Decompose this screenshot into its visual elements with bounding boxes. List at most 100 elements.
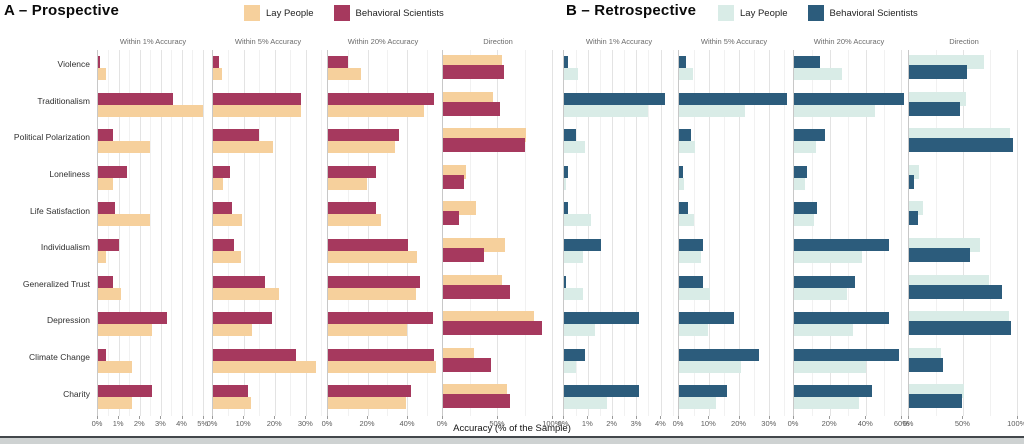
- bar-behavioral-scientists: [909, 101, 961, 116]
- x-tick-label: 0%: [557, 419, 569, 428]
- gridline: [160, 50, 162, 416]
- x-tick-label: 30%: [761, 419, 777, 428]
- legend-swatch-behavioral-scientists-b: [807, 5, 824, 21]
- category-label: Generalized Trust: [22, 278, 90, 289]
- gridline: [901, 50, 903, 416]
- facet-title: Within 5% Accuracy: [700, 37, 768, 46]
- x-tick-mark: [442, 416, 443, 419]
- x-tick-mark: [327, 416, 328, 419]
- category-band: [679, 270, 790, 307]
- x-tick-label: 20%: [731, 419, 747, 428]
- x-tick-mark: [587, 416, 589, 419]
- bar-behavioral-scientists: [328, 202, 376, 215]
- bar-lay-people: [328, 141, 395, 154]
- bar-behavioral-scientists: [328, 165, 377, 178]
- bar-behavioral-scientists: [213, 385, 248, 398]
- bar-behavioral-scientists: [679, 385, 727, 398]
- bar-behavioral-scientists: [328, 129, 400, 142]
- bar-lay-people: [213, 177, 224, 190]
- gridline: [648, 50, 650, 416]
- bar-lay-people: [794, 214, 815, 227]
- x-axis: 0% 50% 100%: [437, 416, 561, 430]
- x-tick-label: 5%: [197, 419, 209, 428]
- legend-swatch-lay-people-a: [244, 5, 260, 21]
- bar-behavioral-scientists: [443, 247, 484, 262]
- gridline: [847, 50, 849, 416]
- bar-lay-people: [564, 214, 591, 227]
- category-band: [564, 196, 675, 233]
- facet-title: Within 20% Accuracy: [347, 37, 419, 46]
- bar-behavioral-scientists: [909, 247, 971, 262]
- x-axis: 0% 10% 20% 30%: [207, 416, 324, 430]
- bar-behavioral-scientists: [794, 92, 904, 105]
- gridline: [739, 50, 740, 416]
- bar-lay-people: [679, 68, 693, 80]
- category-band: [564, 123, 675, 160]
- x-tick-mark: [305, 416, 307, 419]
- bar-lay-people: [794, 324, 853, 337]
- window-bottom-edge: [0, 436, 1024, 444]
- gridline: [1016, 50, 1018, 416]
- plot-area: [97, 50, 209, 416]
- bar-behavioral-scientists: [213, 275, 266, 288]
- panel-b-title: B – Retrospective: [566, 2, 697, 19]
- x-tick-mark: [407, 416, 408, 419]
- bar-lay-people: [679, 397, 716, 410]
- category-band: [328, 50, 439, 87]
- bar-lay-people: [794, 68, 842, 80]
- bar-behavioral-scientists: [98, 56, 101, 68]
- category-band: [794, 270, 905, 307]
- bar-lay-people: [794, 360, 866, 373]
- x-tick-label: 40%: [399, 419, 415, 428]
- x-tick-label: 100%: [1007, 419, 1024, 428]
- category-band: [564, 160, 675, 197]
- category-label: Life Satisfaction: [29, 205, 90, 216]
- category-band: [909, 160, 1020, 197]
- category-band: [328, 196, 439, 233]
- gridline: [228, 50, 230, 416]
- gridline: [935, 50, 937, 416]
- x-axis: 0% 1% 2% 3% 4%: [558, 416, 675, 430]
- x-tick-label: 1%: [581, 419, 593, 428]
- category-band: [443, 160, 554, 197]
- bar-behavioral-scientists: [564, 348, 585, 361]
- bar-behavioral-scientists: [328, 348, 435, 361]
- bar-lay-people: [328, 177, 368, 190]
- category-band: [909, 306, 1020, 343]
- bar-behavioral-scientists: [443, 284, 511, 299]
- category-band: [98, 379, 209, 416]
- x-tick-label: 3%: [154, 419, 166, 428]
- category-band: [328, 270, 439, 307]
- bar-behavioral-scientists: [213, 56, 219, 68]
- x-tick-label: 0%: [436, 419, 448, 428]
- gridline: [754, 50, 755, 416]
- plot-area: [678, 50, 790, 416]
- bar-lay-people: [794, 397, 860, 410]
- gridline: [829, 50, 831, 416]
- x-tick-label: 20%: [266, 419, 282, 428]
- category-band: [213, 233, 324, 270]
- gridline: [202, 50, 204, 416]
- category-band: [213, 123, 324, 160]
- bar-behavioral-scientists: [794, 275, 855, 288]
- x-tick-mark: [367, 416, 368, 419]
- x-tick-label: 0%: [787, 419, 799, 428]
- x-tick-mark: [865, 416, 867, 419]
- bar-lay-people: [909, 164, 919, 179]
- category-band: [98, 196, 209, 233]
- bar-behavioral-scientists: [98, 385, 153, 398]
- category-band: [443, 233, 554, 270]
- x-tick-mark: [678, 416, 679, 419]
- category-band: [98, 160, 209, 197]
- legend-swatch-behavioral-scientists-a: [333, 5, 350, 21]
- bar-lay-people: [98, 177, 113, 190]
- gridline: [989, 50, 991, 416]
- x-tick-label: 10%: [235, 419, 251, 428]
- bar-behavioral-scientists: [564, 275, 567, 288]
- category-band: [564, 306, 675, 343]
- bar-lay-people: [564, 324, 596, 337]
- category-band: [443, 306, 554, 343]
- bar-lay-people: [564, 287, 584, 300]
- category-band: [213, 343, 324, 380]
- x-tick-mark: [212, 416, 213, 419]
